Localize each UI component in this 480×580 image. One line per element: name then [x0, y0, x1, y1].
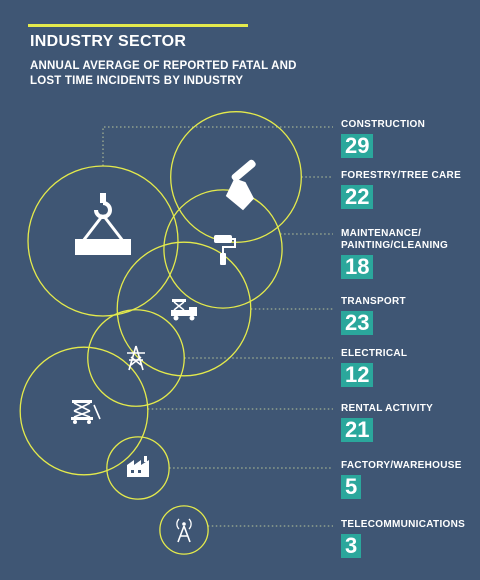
- industry-value: 12: [341, 363, 374, 387]
- industry-row-maintenance: MAINTENANCE/ PAINTING/CLEANING 18: [341, 228, 456, 279]
- industry-value: 3: [341, 534, 362, 558]
- chainsaw-icon: [225, 159, 256, 211]
- bubble-8: [159, 505, 209, 555]
- industry-value: 21: [341, 418, 374, 442]
- header-accent-line: [28, 24, 248, 27]
- industry-label: MAINTENANCE/ PAINTING/CLEANING: [341, 228, 449, 251]
- industry-row-electrical: ELECTRICAL 12: [341, 348, 407, 387]
- scissor-lift-icon: [71, 400, 101, 424]
- bubble-7: [106, 436, 170, 500]
- crane-hook-icon: [75, 193, 131, 255]
- industry-value: 5: [341, 475, 362, 499]
- industry-row-transport: TRANSPORT 23: [341, 296, 406, 335]
- industry-value: 23: [341, 311, 374, 335]
- industry-value: 18: [341, 255, 374, 279]
- industry-row-factory: FACTORY/WAREHOUSE 5: [341, 460, 462, 499]
- industry-label: ELECTRICAL: [341, 348, 408, 359]
- industry-row-telecom: TELECOMMUNICATIONS 3: [341, 519, 465, 558]
- bubble-5: [87, 309, 185, 407]
- industry-value: 22: [341, 185, 374, 209]
- truck-lift-icon: [171, 299, 197, 321]
- industry-row-forestry: FORESTRY/TREE CARE 22: [341, 170, 461, 209]
- bubble-6: [19, 346, 149, 476]
- industry-label: RENTAL ACTIVITY: [341, 403, 434, 414]
- leader-line: [102, 126, 333, 166]
- industry-label: FORESTRY/TREE CARE: [341, 170, 462, 181]
- power-pylon-icon: [127, 345, 145, 371]
- page-subtitle: ANNUAL AVERAGE OF REPORTED FATAL AND LOS…: [30, 60, 297, 87]
- page-title: INDUSTRY SECTOR: [30, 33, 187, 50]
- bubble-3: [163, 189, 283, 309]
- industry-value: 29: [341, 134, 374, 158]
- factory-icon: [127, 456, 149, 477]
- industry-label: TELECOMMUNICATIONS: [341, 519, 466, 530]
- industry-label: CONSTRUCTION: [341, 119, 426, 130]
- bubble-1: [27, 165, 179, 317]
- industry-row-construction: CONSTRUCTION 29: [341, 119, 425, 158]
- industry-label: FACTORY/WAREHOUSE: [341, 460, 462, 471]
- industry-label: TRANSPORT: [341, 296, 406, 307]
- bubble-4: [116, 241, 252, 377]
- paint-roller-icon: [214, 235, 236, 265]
- industry-row-rental: RENTAL ACTIVITY 21: [341, 403, 433, 442]
- radio-tower-icon: [176, 518, 192, 543]
